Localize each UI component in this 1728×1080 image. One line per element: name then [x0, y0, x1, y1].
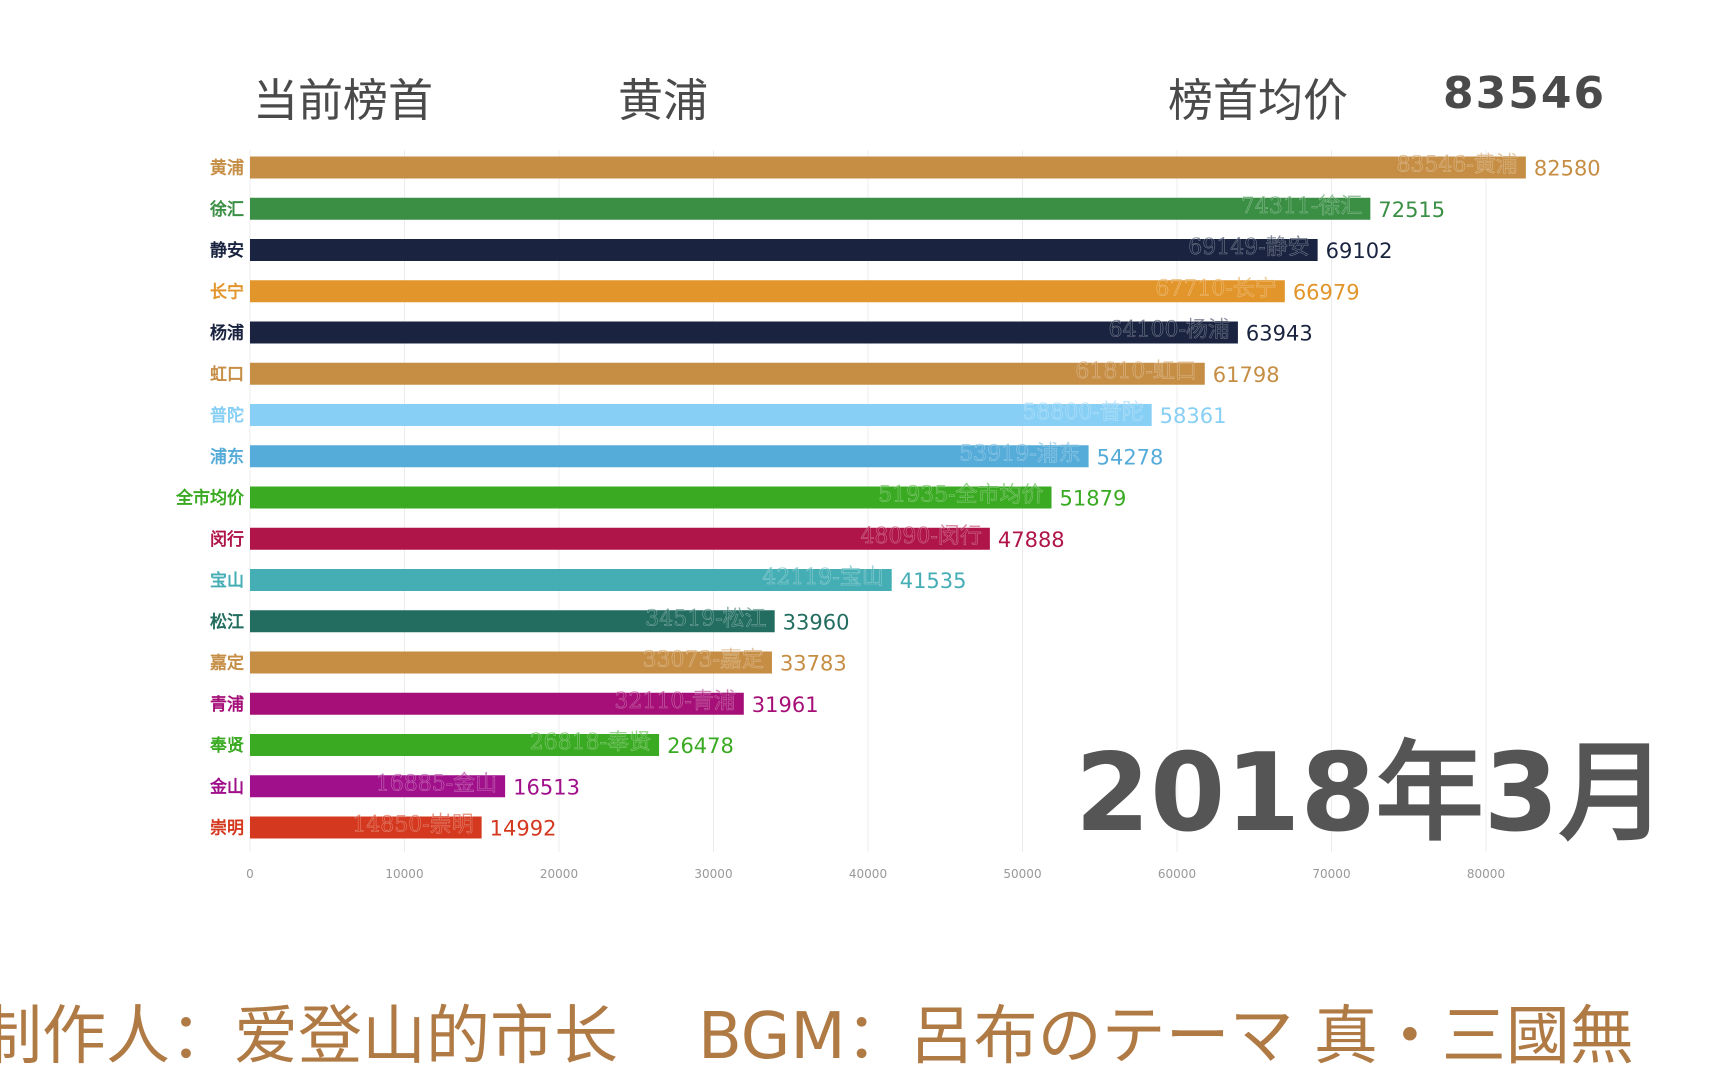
- bar: [250, 692, 744, 715]
- value-label: 41535: [900, 569, 967, 593]
- category-label: 杨浦: [210, 323, 244, 344]
- category-label: 金山: [209, 776, 244, 797]
- category-label: 闵行: [210, 529, 244, 550]
- bar-inner-label: 61810-虹口: [1075, 359, 1196, 384]
- bar: [250, 816, 482, 839]
- bar: [250, 775, 506, 798]
- x-tick-label: 50000: [1003, 867, 1041, 881]
- x-tick-label: 70000: [1312, 867, 1350, 881]
- bar-inner-label: 32110-青浦: [614, 689, 735, 714]
- leader-price-label: 榜首均价: [1168, 74, 1349, 127]
- value-label: 82580: [1534, 157, 1601, 181]
- value-label: 33960: [783, 610, 850, 634]
- x-tick-label: 80000: [1467, 867, 1505, 881]
- period-label: 2018年3月: [1075, 731, 1667, 856]
- bar: [250, 651, 772, 674]
- value-label: 33783: [780, 652, 847, 676]
- bar-inner-label: 33073-嘉定: [643, 648, 764, 673]
- bar: [250, 486, 1052, 509]
- bar-inner-label: 48090-闵行: [860, 524, 981, 549]
- bar-inner-label: 83546-黄浦: [1396, 153, 1517, 178]
- bar-inner-label: 14850-崇明: [352, 813, 473, 838]
- value-label: 26478: [667, 734, 734, 758]
- leader-price: 83546: [1443, 68, 1607, 119]
- category-label: 崇明: [210, 819, 244, 839]
- bar: [250, 156, 1526, 179]
- category-label: 松江: [210, 611, 244, 632]
- category-label: 浦东: [210, 446, 244, 467]
- bar: [250, 362, 1205, 385]
- bar-inner-label: 53919-浦东: [959, 441, 1080, 466]
- value-label: 51879: [1060, 487, 1127, 511]
- leader-label: 当前榜首: [253, 74, 434, 127]
- value-label: 31961: [752, 693, 819, 717]
- bar-inner-label: 74311-徐汇: [1241, 194, 1362, 219]
- value-label: 54278: [1097, 445, 1164, 469]
- value-label: 58361: [1160, 404, 1227, 428]
- producer-credit: 制作人：爱登山的市长: [0, 1000, 618, 1074]
- value-label: 72515: [1378, 198, 1445, 222]
- value-label: 14992: [490, 817, 557, 841]
- category-label: 普陀: [210, 405, 244, 426]
- credits: 制作人：爱登山的市长 BGM：呂布のテーマ 真・三國無: [0, 985, 1714, 1077]
- category-label: 奉贤: [209, 735, 244, 756]
- category-label: 青浦: [210, 694, 244, 715]
- bar-inner-label: 16885-金山: [376, 771, 497, 796]
- bar: [250, 280, 1285, 303]
- x-tick-label: 10000: [385, 867, 423, 881]
- leader-name: 黄浦: [618, 74, 709, 127]
- bar: [250, 445, 1089, 468]
- bar: [250, 197, 1371, 220]
- category-label: 黄浦: [210, 158, 244, 179]
- bar: [250, 610, 775, 633]
- bar-inner-label: 51935-全市均价: [878, 483, 1043, 508]
- value-label: 69102: [1326, 239, 1393, 263]
- bar-inner-label: 64100-杨浦: [1108, 318, 1229, 343]
- x-tick-label: 30000: [694, 867, 732, 881]
- bgm-credit: BGM：呂布のテーマ 真・三國無: [698, 1000, 1634, 1074]
- value-label: 61798: [1213, 363, 1280, 387]
- value-label: 47888: [998, 528, 1065, 552]
- bar: [250, 569, 892, 591]
- category-label: 长宁: [210, 281, 244, 302]
- category-label: 徐汇: [209, 199, 244, 220]
- x-tick-label: 20000: [540, 867, 578, 881]
- bar-inner-label: 69149-静安: [1188, 235, 1309, 260]
- category-label: 全市均价: [175, 488, 245, 509]
- value-label: 16513: [513, 775, 580, 799]
- x-tick-label: 40000: [849, 867, 887, 881]
- bar-inner-label: 58800-普陀: [1022, 400, 1143, 425]
- bar-inner-label: 42119-宝山: [762, 565, 883, 590]
- bar-chart: 0 10000 20000 30000 40000 50000 60000 70000 8000…: [175, 150, 1601, 881]
- bar-inner-label: 67710-长宁: [1155, 276, 1276, 301]
- category-label: 静安: [210, 240, 244, 261]
- bar-inner-label: 34519-松江: [645, 606, 766, 631]
- value-label: 66979: [1293, 280, 1360, 304]
- bar: [250, 527, 990, 550]
- category-label: 宝山: [210, 570, 244, 591]
- category-label: 嘉定: [209, 653, 244, 674]
- x-tick-label: 60000: [1158, 867, 1196, 881]
- bar: [250, 239, 1318, 261]
- bar: [250, 404, 1152, 426]
- bar: [250, 321, 1238, 344]
- bar: [250, 734, 660, 756]
- bar-inner-label: 26818-奉贤: [530, 730, 651, 755]
- category-label: 虹口: [210, 365, 244, 385]
- value-label: 63943: [1246, 322, 1313, 346]
- x-tick-label: 0: [246, 867, 254, 881]
